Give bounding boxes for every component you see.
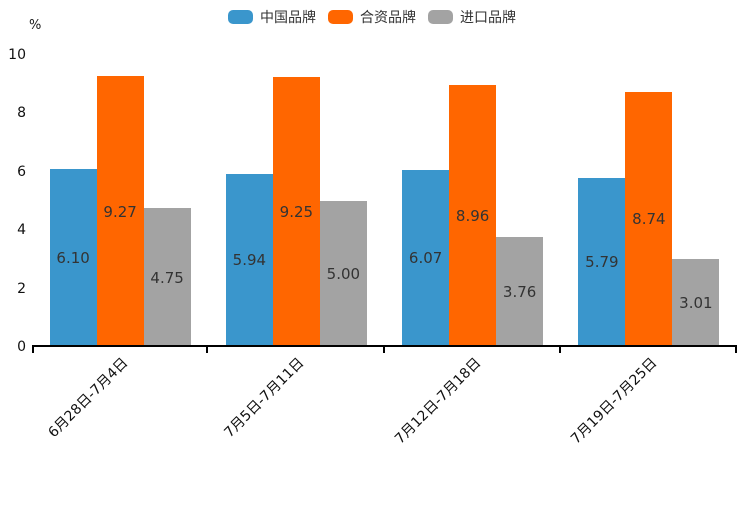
legend-label-import-brand: 进口品牌 <box>460 10 516 26</box>
y-axis-tick-label: 10 <box>8 47 26 63</box>
x-axis-line <box>32 345 737 347</box>
bar-import-brand-group-3: 3.76 <box>496 237 544 347</box>
y-axis-unit-label: % <box>29 18 42 33</box>
x-axis-category-label: 7月5日-7月11日 <box>221 355 308 441</box>
legend-swatch-joint-venture-brand <box>328 10 353 24</box>
bar-china-brand-group-4: 5.79 <box>578 177 626 347</box>
bar-joint-venture-brand-group-4: 8.74 <box>625 91 673 347</box>
y-axis-tick-label: 8 <box>17 105 26 122</box>
legend-item-joint-venture-brand[interactable]: 合资品牌 <box>328 7 416 27</box>
y-axis-tick-label: 4 <box>17 222 26 239</box>
bar-china-brand-group-3: 6.07 <box>402 169 450 347</box>
bar-import-brand-group-1: 4.75 <box>143 208 191 347</box>
x-axis-tick-mark <box>32 347 34 353</box>
bar-joint-venture-brand-group-3: 8.96 <box>449 85 497 347</box>
bar-value-label: 3.01 <box>679 294 713 313</box>
bar-china-brand-group-2: 5.94 <box>225 173 273 347</box>
bar-value-label: 6.10 <box>56 248 90 267</box>
x-axis-category-label: 7月12日-7月18日 <box>391 355 484 448</box>
x-axis-tick-mark <box>735 347 737 353</box>
bar-value-label: 9.27 <box>103 202 137 221</box>
bar-value-label: 5.00 <box>326 265 361 283</box>
legend-label-joint-venture-brand: 合资品牌 <box>360 10 416 26</box>
x-axis-tick-mark <box>558 347 561 353</box>
legend-item-import-brand[interactable]: 进口品牌 <box>428 7 516 27</box>
legend-label-china-brand: 中国品牌 <box>260 10 316 26</box>
legend-swatch-import-brand <box>428 10 453 24</box>
y-axis-tick-label: 0 <box>17 339 26 355</box>
bar-value-label: 6.07 <box>408 249 443 268</box>
x-axis-tick-mark <box>206 347 209 353</box>
y-axis-tick-label: 2 <box>17 280 26 297</box>
bar-china-brand-group-1: 6.10 <box>49 168 97 347</box>
bar-value-label: 9.25 <box>279 202 314 221</box>
plot-area: 0 2 4 6 8 10 6.10 9.27 4.75 6月28日-7月4日 5.94 9.25 5.0… <box>8 47 737 447</box>
bar-value-label: 4.75 <box>150 268 184 287</box>
bar-joint-venture-brand-group-2: 9.25 <box>272 76 320 347</box>
y-axis-tick-label: 6 <box>17 163 26 180</box>
bar-value-label: 5.94 <box>232 251 267 270</box>
bar-import-brand-group-2: 5.00 <box>319 201 367 347</box>
x-axis-tick-mark <box>382 347 385 353</box>
legend: 中国品牌 合资品牌 进口品牌 <box>0 7 744 27</box>
legend-item-china-brand[interactable]: 中国品牌 <box>228 7 316 27</box>
bar-value-label: 8.74 <box>632 210 666 229</box>
legend-swatch-china-brand <box>228 10 253 24</box>
bar-value-label: 8.96 <box>455 207 490 226</box>
bar-import-brand-group-4: 3.01 <box>672 259 720 347</box>
bar-value-label: 3.76 <box>502 283 537 302</box>
x-axis-category-label: 7月19日-7月25日 <box>567 355 661 448</box>
bar-joint-venture-brand-group-1: 9.27 <box>96 76 144 347</box>
bar-value-label: 5.79 <box>585 253 619 272</box>
x-axis-category-label: 6月28日-7月4日 <box>45 355 132 441</box>
